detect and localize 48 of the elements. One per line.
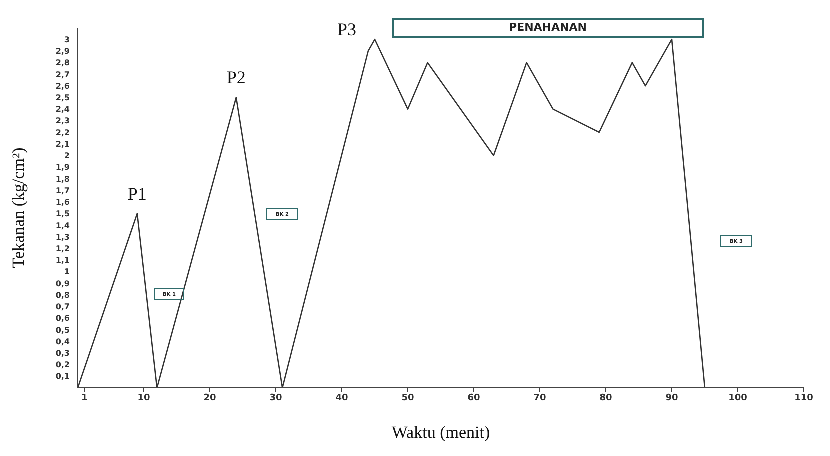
x-tick-label: 100 [728, 393, 748, 404]
x-tick-label: 1 [81, 393, 88, 404]
y-tick-label: 2,3 [56, 116, 70, 126]
x-tick-label: 90 [666, 393, 678, 404]
x-tick-label: 20 [204, 393, 216, 404]
y-tick-label: 2,8 [56, 58, 70, 68]
x-tick-label: 50 [402, 393, 414, 404]
x-tick-label: 40 [336, 393, 348, 404]
y-tick-label: 2,4 [56, 105, 70, 114]
y-tick-label: 2,7 [56, 70, 70, 80]
x-tick-label: 60 [468, 393, 480, 404]
x-tick-label: 70 [534, 393, 546, 404]
y-tick-label: 0,6 [56, 314, 70, 324]
y-tick-label: 2,9 [56, 47, 70, 56]
y-tick-label: 1,5 [56, 210, 70, 219]
y-tick-label: 0,9 [56, 279, 70, 288]
y-tick-label: 1,3 [56, 232, 70, 242]
y-tick-label: 2,2 [56, 128, 70, 138]
y-tick-label: 3 [64, 35, 70, 44]
y-tick-label: 1 [64, 268, 70, 277]
line-series [78, 38, 706, 388]
y-tick-label: 0,5 [56, 326, 70, 335]
x-tick-label: 110 [794, 393, 814, 404]
annotation: P2 [226, 68, 246, 88]
y-tick-label: 1,9 [56, 163, 70, 172]
x-tick-label: 30 [270, 393, 282, 404]
y-tick-label: 0,8 [56, 290, 70, 300]
y-tick-label: 2,5 [56, 94, 70, 103]
y-tick-label: 1,7 [56, 186, 70, 196]
y-tick-label: 2,6 [56, 82, 70, 91]
y-tick-label: 0,4 [56, 337, 70, 346]
y-tick-label: 2 [64, 152, 70, 161]
x-tick-label: 80 [600, 393, 612, 404]
y-tick-label: 2,1 [56, 140, 70, 149]
y-axis-title: Tekanan (kg/cm²) [9, 148, 28, 268]
y-tick-label: 1,6 [56, 198, 70, 208]
annotation: P3 [337, 20, 357, 40]
annotation: P1 [128, 184, 147, 204]
y-tick-label: 1,2 [56, 244, 70, 254]
y-tick-label: 0,7 [56, 302, 70, 312]
y-tick-label: 0,2 [56, 360, 70, 370]
x-tick-label: 10 [138, 393, 150, 404]
y-tick-label: 0,3 [56, 349, 70, 358]
y-tick-label: 1,1 [56, 256, 70, 266]
y-tick-label: 1,8 [56, 174, 70, 184]
x-axis-title: Waktu (menit) [392, 423, 490, 442]
y-tick-label: 1,4 [56, 221, 70, 230]
y-tick-label: 0,1 [56, 372, 70, 382]
